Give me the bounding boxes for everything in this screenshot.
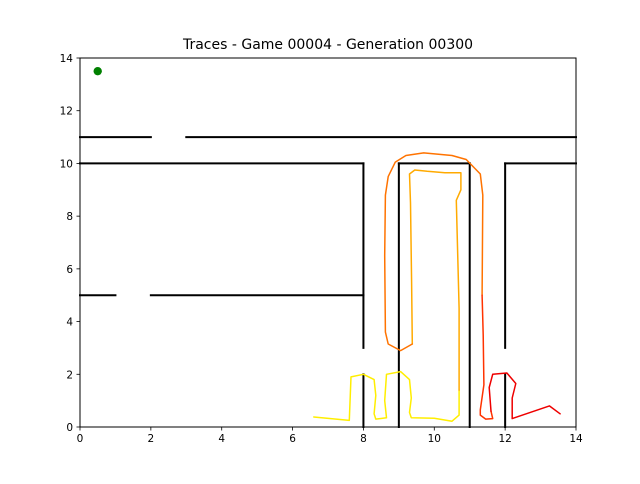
- x-tick-label: 2: [148, 433, 155, 445]
- y-tick-label: 6: [66, 264, 73, 276]
- trace-segment-1: [313, 370, 460, 422]
- x-tick-label: 14: [569, 433, 583, 445]
- y-tick-label: 2: [66, 369, 73, 381]
- x-tick-label: 6: [289, 433, 296, 445]
- goal-marker: [93, 66, 102, 76]
- x-tick-label: 0: [77, 433, 84, 445]
- plot-frame: [79, 57, 577, 428]
- x-axis: 0 2 4 6 8 10 12 14: [77, 427, 583, 445]
- y-axis: 0 2 4 6 8 10 12 14: [60, 53, 80, 434]
- trace-segment-3: [383, 152, 484, 352]
- walls-layer: [79, 136, 577, 428]
- x-tick-label: 12: [498, 433, 511, 445]
- x-tick-label: 10: [428, 433, 441, 445]
- y-tick-label: 10: [60, 158, 73, 170]
- trace-segment-2: [408, 169, 462, 391]
- y-tick-label: 4: [66, 317, 73, 329]
- x-tick-label: 8: [360, 433, 367, 445]
- goal-layer: [93, 66, 102, 76]
- x-tick-label: 4: [218, 433, 225, 445]
- trace-segment-4: [479, 294, 494, 420]
- y-tick-label: 0: [66, 422, 73, 434]
- y-tick-label: 8: [66, 211, 73, 223]
- trace-segment-5: [488, 372, 561, 420]
- chart-title: Traces - Game 00004 - Generation 00300: [182, 37, 473, 53]
- traces-layer: [313, 152, 561, 422]
- y-tick-label: 14: [60, 53, 74, 65]
- y-tick-label: 12: [60, 106, 73, 118]
